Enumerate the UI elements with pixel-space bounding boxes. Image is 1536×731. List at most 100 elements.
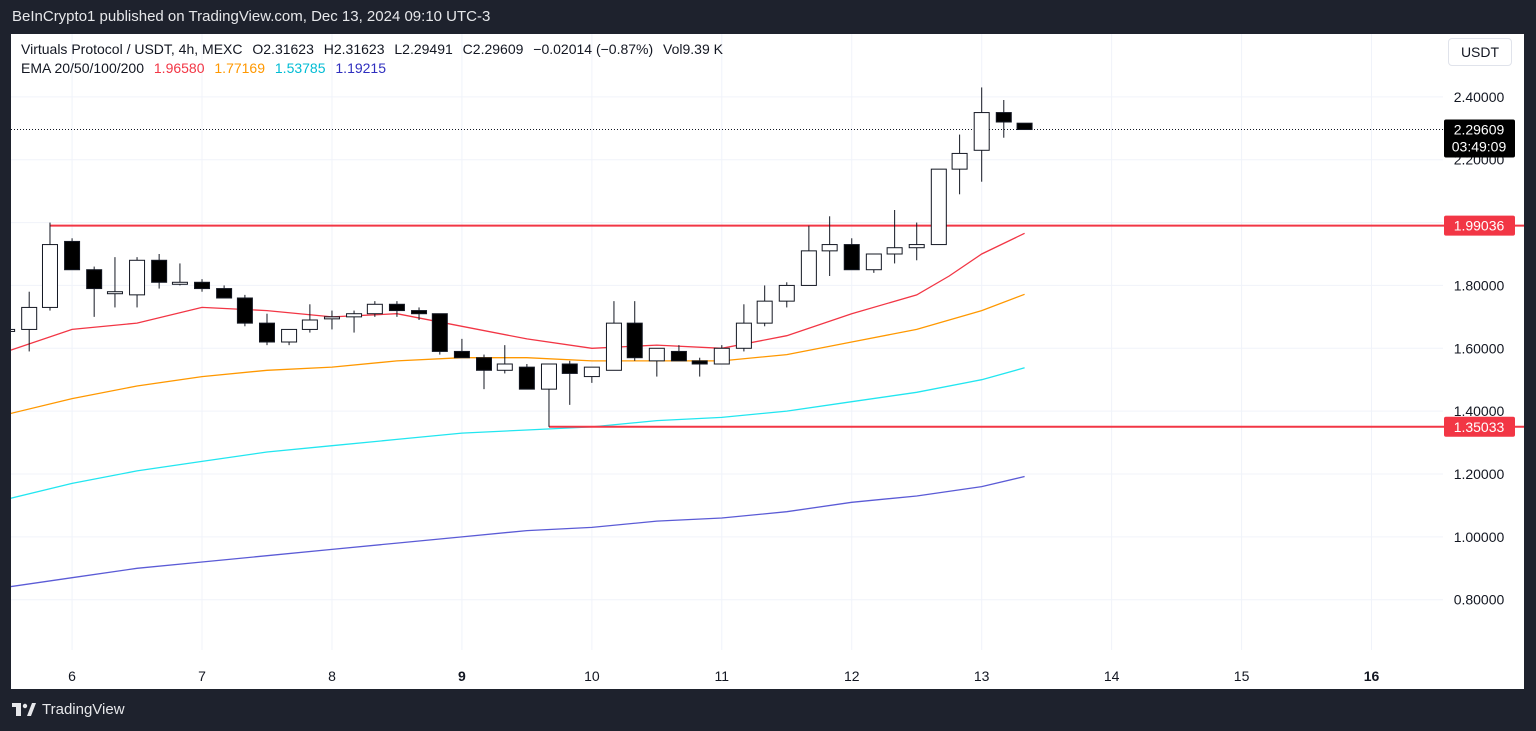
ema-line-ema200	[11, 475, 1025, 588]
ema100-value: 1.53785	[274, 60, 326, 76]
candle-body	[540, 363, 557, 390]
candle-body	[41, 244, 58, 308]
x-tick-label: 9	[458, 668, 466, 684]
candle-countdown: 03:49:09	[1452, 139, 1507, 155]
ema-line-ema20	[11, 232, 1025, 351]
candle-body	[106, 291, 123, 295]
candle-body	[951, 152, 968, 170]
tradingview-brand[interactable]: TradingView	[12, 689, 125, 731]
candle-body	[930, 168, 947, 246]
candle-body	[561, 363, 578, 374]
candle-body	[1016, 122, 1033, 131]
x-tick-label: 16	[1364, 668, 1380, 684]
candle-body	[11, 328, 16, 332]
candle-body	[908, 244, 925, 249]
candle-body	[411, 310, 428, 315]
x-tick-label: 8	[328, 668, 336, 684]
candle-body	[453, 350, 470, 359]
x-tick-label: 15	[1234, 668, 1250, 684]
chart-legend: Virtuals Protocol / USDT, 4h, MEXC O2.31…	[21, 40, 729, 78]
y-tick-label: 1.60000	[1454, 340, 1505, 356]
level-label-support: 1.35033	[1444, 416, 1515, 437]
candle-body	[496, 363, 513, 371]
candle-body	[388, 303, 405, 312]
candle-body	[236, 297, 253, 324]
x-tick-label: 7	[198, 668, 206, 684]
ema-label[interactable]: EMA 20/50/100/200	[21, 60, 144, 76]
candle-body	[194, 281, 211, 290]
chart-panel[interactable]: 1.99036 1.35033 2.40000 2.20000 1.80000 1.600…	[11, 34, 1524, 689]
y-tick-label: 1.40000	[1454, 403, 1505, 419]
currency-button[interactable]: USDT	[1448, 38, 1512, 66]
y-tick-label: 1.20000	[1454, 466, 1505, 482]
candle-body	[691, 360, 708, 365]
ema20-value: 1.96580	[153, 60, 205, 76]
candle-body	[626, 322, 643, 359]
candle-body	[865, 253, 882, 271]
low-value: L2.29491	[394, 41, 453, 57]
open-value: O2.31623	[252, 41, 314, 57]
ema50-value: 1.77169	[214, 60, 265, 76]
current-price-value: 2.29609	[1454, 122, 1505, 138]
published-text: BeInCrypto1 published on TradingView.com…	[12, 8, 491, 25]
candle-body	[973, 112, 990, 151]
candle-body	[129, 259, 146, 296]
candle-body	[518, 366, 535, 390]
candle-body	[886, 247, 903, 255]
svg-text:1.35033: 1.35033	[1454, 419, 1505, 435]
volume-value: Vol9.39 K	[663, 41, 723, 57]
x-tick-label: 12	[844, 668, 860, 684]
candle-body	[216, 288, 233, 299]
candle-body	[366, 303, 383, 315]
candle-body	[151, 259, 168, 283]
candle-body	[258, 322, 275, 343]
ema-row: EMA 20/50/100/200 1.96580 1.77169 1.5378…	[21, 59, 729, 78]
candle-body	[281, 328, 298, 343]
candle-body	[86, 269, 103, 290]
candle-body	[346, 313, 363, 318]
candle-body	[800, 250, 817, 286]
x-tick-label: 14	[1104, 668, 1120, 684]
y-tick-label: 0.80000	[1454, 592, 1505, 608]
candle-body	[713, 347, 730, 365]
candle-body	[583, 366, 600, 378]
x-tick-label: 10	[584, 668, 600, 684]
candle-body	[21, 306, 38, 330]
level-label-resistance: 1.99036	[1444, 215, 1515, 236]
candle-body	[605, 322, 622, 371]
candle-body	[670, 350, 687, 362]
candle-body	[735, 322, 752, 349]
change-value: −0.02014 (−0.87%)	[533, 41, 654, 57]
symbol-line[interactable]: Virtuals Protocol / USDT, 4h, MEXC	[21, 41, 243, 57]
y-tick-label: 1.80000	[1454, 277, 1505, 293]
close-value: C2.29609	[462, 41, 524, 57]
tradingview-logo-icon	[12, 703, 36, 716]
price-chart[interactable]: 1.990361.350332.400002.200001.800001.600…	[11, 34, 1524, 689]
svg-text:1.99036: 1.99036	[1454, 218, 1505, 234]
x-tick-label: 6	[68, 668, 76, 684]
footer: TradingView	[0, 689, 1536, 731]
ema200-value: 1.19215	[335, 60, 386, 76]
candle-body	[821, 244, 838, 252]
candle-body	[301, 319, 318, 330]
x-tick-label: 11	[715, 668, 730, 684]
candle-body	[323, 316, 340, 320]
high-value: H2.31623	[323, 41, 385, 57]
candle-body	[431, 313, 448, 352]
publisher-header: BeInCrypto1 published on TradingView.com…	[0, 0, 1536, 34]
candle-body	[648, 347, 665, 362]
x-tick-label: 13	[974, 668, 990, 684]
candle-body	[476, 357, 493, 371]
candle-body	[995, 112, 1012, 123]
brand-text: TradingView	[42, 701, 125, 718]
candle-body	[64, 240, 81, 271]
y-tick-label: 2.40000	[1454, 89, 1505, 105]
ema-line-ema50	[11, 293, 1025, 415]
candle-body	[171, 281, 188, 285]
candle-body	[778, 284, 795, 302]
ohlc-row: Virtuals Protocol / USDT, 4h, MEXC O2.31…	[21, 40, 729, 59]
candle-body	[756, 300, 773, 324]
y-tick-label: 1.00000	[1454, 529, 1505, 545]
candle-body	[843, 244, 860, 271]
